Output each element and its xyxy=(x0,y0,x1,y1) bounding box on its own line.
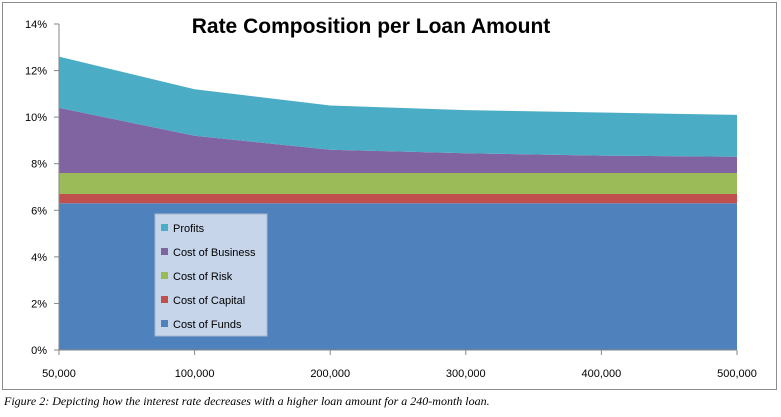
x-tick-label: 50,000 xyxy=(42,368,76,380)
legend-swatch-cost-of-risk xyxy=(161,272,168,279)
legend-label-cost-of-business: Cost of Business xyxy=(173,247,256,259)
legend-swatch-cost-of-capital xyxy=(161,296,168,303)
x-tick-label: 400,000 xyxy=(582,368,622,380)
legend-swatch-profits xyxy=(161,224,168,231)
y-tick-label: 8% xyxy=(31,159,47,171)
legend-swatch-cost-of-business xyxy=(161,248,168,255)
y-tick-label: 0% xyxy=(31,345,47,357)
legend-label-cost-of-capital: Cost of Capital xyxy=(173,295,245,307)
area-cost-of-capital xyxy=(59,193,737,204)
x-tick-label: 300,000 xyxy=(446,368,486,380)
legend: Profits Cost of Business Cost of Risk Cost … xyxy=(154,213,268,337)
area-cost-of-business xyxy=(59,107,737,174)
y-tick-label: 2% xyxy=(31,298,47,310)
chart-title: Rate Composition per Loan Amount xyxy=(192,15,551,38)
x-tick-label: 200,000 xyxy=(310,368,350,380)
legend-label-profits: Profits xyxy=(173,223,205,235)
legend-label-cost-of-funds: Cost of Funds xyxy=(173,319,242,331)
x-tick-label: 100,000 xyxy=(175,368,215,380)
legend-label-cost-of-risk: Cost of Risk xyxy=(173,271,233,283)
y-tick-label: 4% xyxy=(31,252,47,264)
y-tick-label: 12% xyxy=(25,66,47,78)
axes-layer: 0% 2% 4% 6% 8% 10% 12% 14% 50,000 100,000 200,000 3… xyxy=(25,19,757,380)
x-tick-label: 500,000 xyxy=(717,368,757,380)
figure-caption: Figure 2: Depicting how the interest rat… xyxy=(4,394,490,408)
legend-box xyxy=(154,213,268,337)
y-tick-label: 10% xyxy=(25,112,47,124)
legend-swatch-cost-of-funds xyxy=(161,320,168,327)
area-profits xyxy=(59,56,737,157)
area-cost-of-risk xyxy=(59,173,737,194)
y-tick-label: 6% xyxy=(31,205,47,217)
y-tick-label: 14% xyxy=(25,19,47,31)
